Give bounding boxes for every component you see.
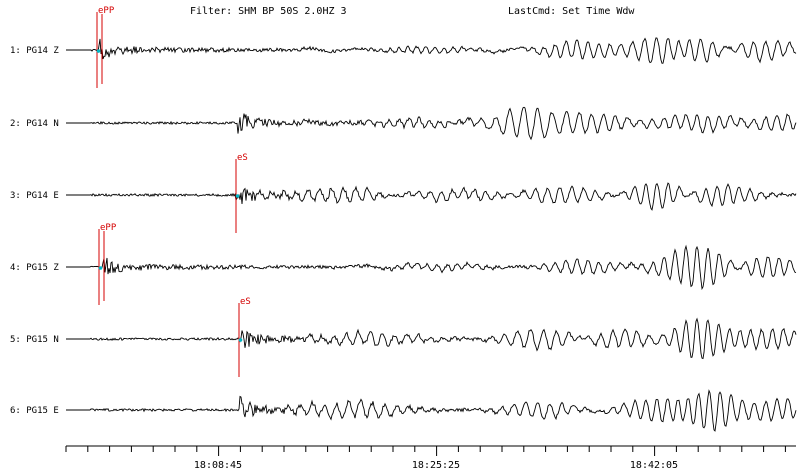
waveform-trace-3[interactable] (66, 182, 797, 211)
phase-pick-label: eS (240, 297, 251, 307)
trace-label-6: 6: PG15 E (10, 406, 59, 416)
phase-pick-label: eS (237, 153, 248, 163)
phase-pick-label: ePP (100, 223, 117, 233)
trace-label-1: 1: PG14 Z (10, 46, 59, 56)
waveform-trace-1[interactable] (66, 37, 797, 64)
phase-pick-marker (98, 266, 103, 270)
last-command-status: LastCmd: Set Time Wdw (508, 6, 635, 17)
filter-status: Filter: SHM BP 50S 2.0HZ 3 (190, 6, 347, 17)
trace-label-3: 3: PG14 E (10, 191, 59, 201)
trace-label-5: 5: PG15 N (10, 335, 59, 345)
waveform-trace-5[interactable] (66, 317, 797, 360)
waveform-trace-2[interactable] (66, 106, 797, 141)
trace-label-4: 4: PG15 Z (10, 263, 59, 273)
waveform-trace-6[interactable] (66, 389, 797, 432)
waveform-trace-4[interactable] (66, 244, 797, 291)
phase-pick-marker (96, 49, 101, 53)
phase-pick-marker (235, 194, 240, 198)
phase-pick-marker (238, 338, 243, 342)
time-tick-label-1: 18:08:45 (193, 460, 243, 471)
trace-label-2: 2: PG14 N (10, 119, 59, 129)
phase-pick-label: ePP (98, 6, 115, 16)
time-tick-label-3: 18:42:05 (629, 460, 679, 471)
time-tick-label-2: 18:25:25 (411, 460, 461, 471)
